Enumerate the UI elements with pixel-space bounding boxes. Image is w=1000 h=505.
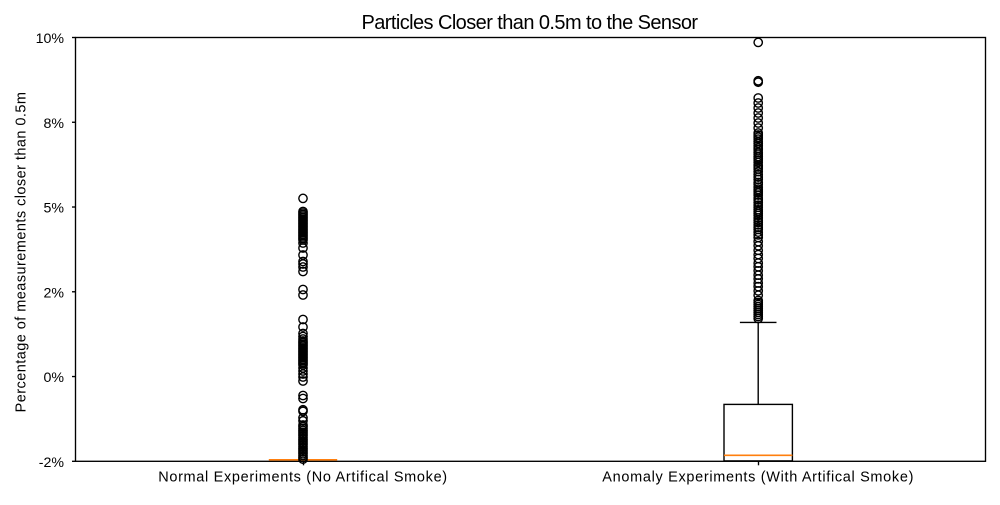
svg-text:10%: 10% (36, 31, 65, 47)
svg-text:-2%: -2% (39, 455, 65, 471)
svg-text:Anomaly Experiments (With Arti: Anomaly Experiments (With Artifical Smok… (602, 470, 914, 486)
svg-text:Percentage of measurements clo: Percentage of measurements closer than 0… (14, 92, 30, 413)
svg-text:0%: 0% (43, 370, 64, 386)
svg-text:8%: 8% (43, 116, 64, 132)
svg-text:Normal Experiments (No Artific: Normal Experiments (No Artifical Smoke) (158, 470, 448, 486)
svg-text:2%: 2% (43, 285, 64, 301)
svg-text:Particles Closer than 0.5m to: Particles Closer than 0.5m to the Sensor (361, 12, 698, 34)
svg-text:5%: 5% (43, 201, 64, 217)
